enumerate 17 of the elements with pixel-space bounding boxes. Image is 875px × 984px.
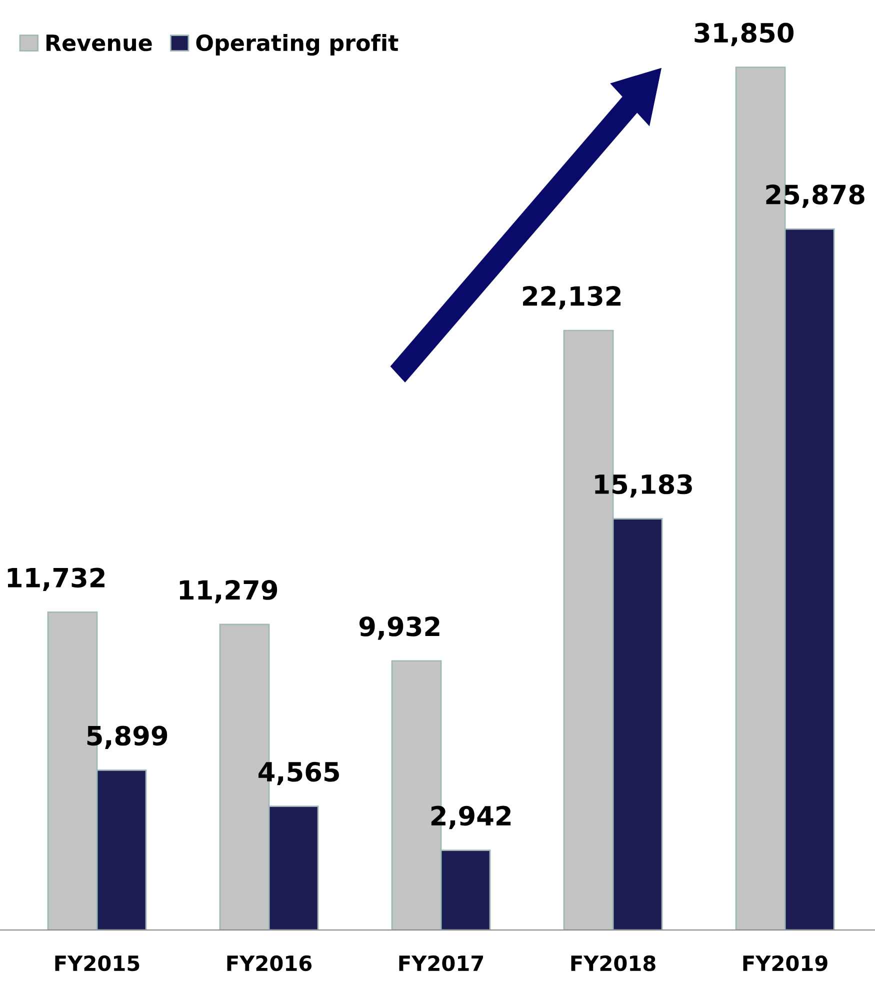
x-tick-label: FY2016: [227, 955, 312, 972]
data-label: 11,279: [180, 580, 278, 604]
x-tick-label: FY2018: [571, 955, 656, 972]
data-label: 11,732: [8, 568, 104, 592]
data-label: 15,183: [595, 474, 692, 498]
data-label: 2,942: [431, 806, 511, 830]
data-label: 4,565: [258, 762, 339, 786]
data-label: 5,899: [87, 726, 168, 750]
x-tick-label: FY2015: [55, 955, 140, 972]
legend-label: Operating profit: [196, 34, 398, 56]
legend-label: Revenue: [46, 34, 152, 52]
x-tick-label: FY2017: [399, 955, 484, 972]
data-label: 9,932: [359, 616, 440, 640]
data-label: 25,878: [766, 184, 864, 208]
x-tick-label: FY2019: [743, 955, 828, 972]
data-label: 22,132: [523, 286, 620, 310]
data-label: 31,850: [694, 22, 794, 46]
